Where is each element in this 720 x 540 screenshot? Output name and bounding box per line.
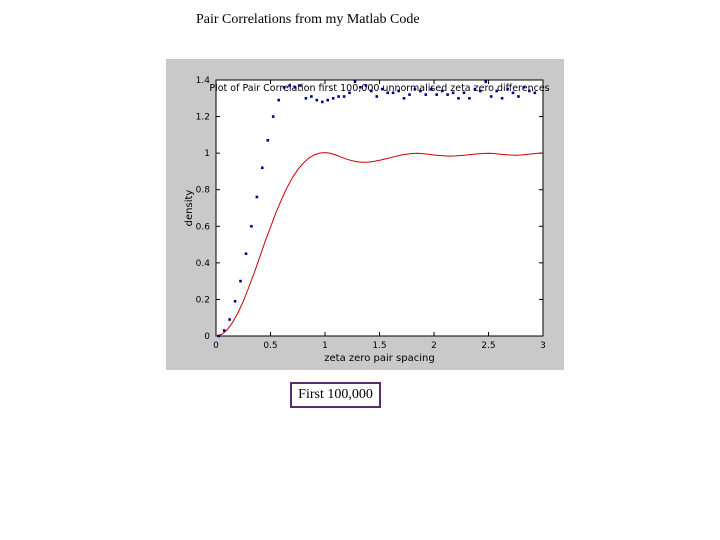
x-tick-label: 0.5 <box>263 341 277 351</box>
data-point <box>446 93 449 96</box>
axes-background <box>215 79 544 337</box>
data-point <box>315 98 319 102</box>
data-point <box>342 95 346 98</box>
y-tick-label: 1.2 <box>196 113 210 123</box>
data-point <box>244 252 248 255</box>
data-point <box>326 98 329 102</box>
data-point <box>364 84 368 87</box>
y-tick-label: 0.8 <box>196 186 211 196</box>
y-axis-label: density <box>184 190 195 227</box>
data-point <box>304 97 308 100</box>
data-point <box>500 97 504 100</box>
data-point <box>266 139 270 142</box>
data-point <box>517 95 520 98</box>
data-point <box>359 86 362 89</box>
y-tick-label: 1.4 <box>196 76 211 86</box>
y-tick-label: 0 <box>204 332 210 342</box>
data-point <box>430 87 433 91</box>
data-point <box>528 89 531 93</box>
x-tick-label: 0 <box>213 341 219 351</box>
data-point <box>217 334 220 338</box>
data-point <box>397 89 400 93</box>
data-point <box>473 87 477 91</box>
x-tick-label: 2.5 <box>481 341 495 351</box>
data-point <box>299 84 302 87</box>
data-point <box>413 87 417 91</box>
y-tick-label: 0.6 <box>196 222 211 232</box>
data-point <box>233 300 237 303</box>
data-point <box>435 93 438 96</box>
data-point <box>380 87 384 91</box>
data-point <box>331 97 335 100</box>
data-point <box>495 89 498 93</box>
chart-title: Plot of Pair Correlation first 100,000 u… <box>209 83 549 94</box>
data-point <box>424 93 428 96</box>
pair-correlation-plot: Plot of Pair Correlation first 100,000 u… <box>184 76 550 364</box>
data-point <box>440 89 444 93</box>
x-axis-label: zeta zero pair spacing <box>324 353 434 364</box>
slide-title: Pair Correlations from my Matlab Code <box>196 12 420 27</box>
data-point <box>271 115 275 118</box>
data-point <box>239 279 242 283</box>
data-point <box>375 95 379 98</box>
data-point <box>321 100 324 104</box>
theory-curve <box>215 152 544 337</box>
data-point <box>419 89 422 93</box>
data-point <box>288 84 291 87</box>
data-point <box>386 91 389 95</box>
x-tick-label: 1 <box>322 341 328 351</box>
data-point <box>391 91 395 95</box>
data-point <box>489 95 493 98</box>
data-point <box>282 86 286 89</box>
data-point <box>506 87 509 91</box>
data-point <box>468 97 471 100</box>
data-point <box>250 225 253 228</box>
y-tick-label: 0.4 <box>196 259 211 269</box>
y-tick-label: 1 <box>204 149 210 159</box>
data-point <box>402 97 406 100</box>
data-point <box>522 86 526 89</box>
y-tick-label: 0.2 <box>196 295 210 305</box>
data-point <box>310 95 313 98</box>
x-tick-label: 2 <box>431 341 437 351</box>
data-point <box>255 195 259 199</box>
data-point <box>222 329 226 332</box>
data-point <box>484 80 488 84</box>
axis-ticks: 0 0.5 1 1.5 2 2.5 3 0 0.2 0.4 0.6 0.8 1 1.2 1.4 <box>196 76 546 351</box>
data-point <box>277 98 280 102</box>
caption-box: First 100,000 <box>290 382 381 408</box>
x-tick-label: 1.5 <box>372 341 386 351</box>
data-point <box>228 318 231 321</box>
data-point <box>337 95 340 98</box>
data-point <box>462 91 466 95</box>
data-point <box>408 93 411 96</box>
data-point <box>370 89 373 93</box>
data-point <box>451 91 455 95</box>
data-point <box>261 166 264 170</box>
x-tick-label: 3 <box>540 341 546 351</box>
data-point <box>348 91 351 95</box>
data-point <box>533 91 537 95</box>
data-point <box>511 91 515 95</box>
data-point <box>353 80 357 84</box>
data-point <box>457 97 460 100</box>
data-point <box>293 86 297 89</box>
matlab-figure: Plot of Pair Correlation first 100,000 u… <box>166 59 564 370</box>
data-point <box>479 89 482 93</box>
data-points <box>217 80 537 338</box>
